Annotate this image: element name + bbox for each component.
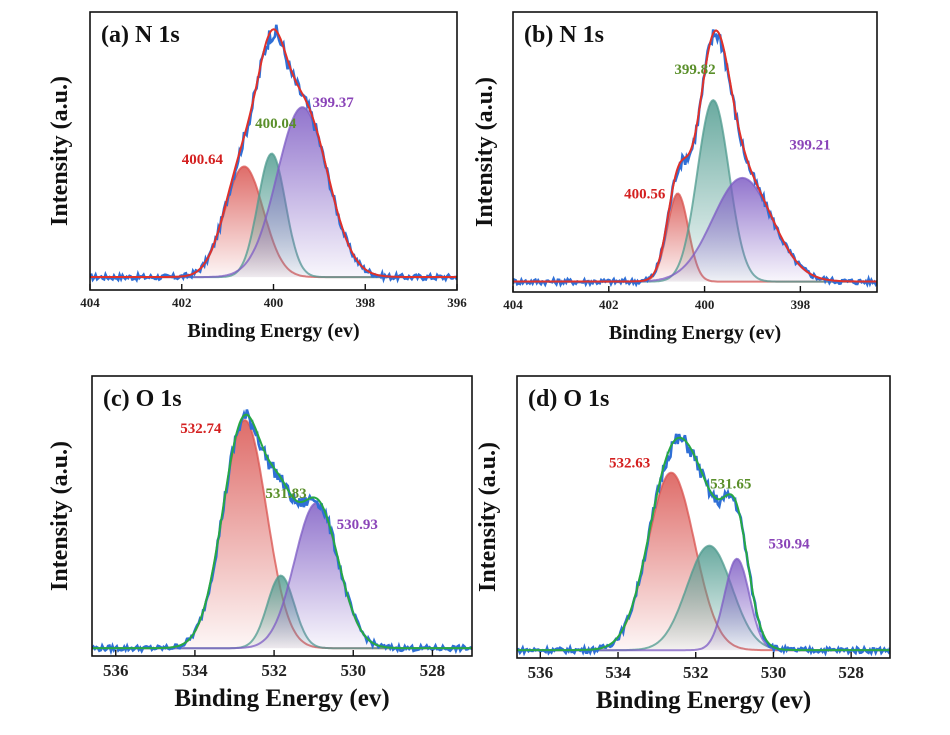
peak-label: 531.65 [710,476,751,492]
peak-label: 531.83 [265,486,306,502]
peak-label: 399.37 [313,95,355,111]
peak-label: 399.82 [674,62,715,78]
x-tick-label: 530 [341,661,367,680]
x-tick-label: 398 [356,295,376,310]
x-tick-label: 402 [172,295,192,310]
x-axis-label: Binding Energy (ev) [174,685,389,712]
envelope-fit [517,436,890,652]
x-tick-label: 532 [261,661,287,680]
x-tick-label: 536 [528,663,554,682]
plot-frame [516,375,891,659]
envelope-fit [513,29,877,283]
x-tick-label: 528 [420,661,446,680]
x-tick-label: 534 [182,661,208,680]
peak-label: 399.21 [789,137,830,153]
panel-title: (b) N 1s [524,22,604,48]
x-tick-label: 536 [103,661,129,680]
x-axis-label: Binding Energy (ev) [609,322,781,344]
peak-fill-399.21 [513,177,877,282]
plot-frame [91,375,473,657]
plot-area [517,433,890,657]
x-tick-label: 404 [80,295,100,310]
x-tick-label: 528 [838,663,864,682]
peak-label: 532.74 [180,421,222,437]
peak-fill-530.93 [92,503,472,649]
x-tick-label: 400 [264,295,284,310]
y-axis-label: Intensity (a.u.) [472,77,498,227]
plot-area [90,24,457,284]
plot-area [92,409,472,656]
plot-area [513,29,877,288]
x-tick-label: 532 [683,663,709,682]
panel-b: 404 402 400 398 Binding Energy (ev) Intensity… [472,11,878,344]
peak-label: 400.56 [624,187,666,203]
x-tick-label: 534 [605,663,631,682]
y-axis-label: Intensity (a.u.) [47,441,73,591]
peak-label: 530.94 [768,536,810,552]
y-axis-label: Intensity (a.u.) [47,76,73,226]
y-axis-label: Intensity (a.u.) [475,442,501,592]
envelope-fit [92,413,472,650]
x-tick-label: 530 [761,663,787,682]
x-axis-label: Binding Energy (ev) [596,687,811,714]
x-tick-label: 404 [503,297,523,312]
panel-a: 404 402 400 398 396 Binding Energy (ev) Intens… [47,11,467,342]
x-axis-label: Binding Energy (ev) [187,320,359,342]
x-tick-label: 398 [791,297,811,312]
peak-label: 400.04 [255,116,297,132]
peak-label: 532.63 [609,455,650,471]
panel-title: (a) N 1s [101,22,180,48]
envelope-fit [90,28,457,278]
x-tick-label: 402 [599,297,619,312]
measured-curve [513,29,877,288]
panel-c: 536 534 532 530 528 Binding Energy (ev) Intens… [47,375,473,712]
peak-fill-531.65 [517,545,890,651]
x-tick-label: 396 [447,295,467,310]
peak-label: 400.64 [182,152,224,168]
peak-label: 530.93 [337,517,378,533]
panel-d: 536 534 532 530 528 Binding Energy (ev) Intens… [475,375,891,714]
x-tick-label: 400 [695,297,715,312]
plot-frame [512,11,878,293]
panel-title: (c) O 1s [103,386,182,412]
panel-title: (d) O 1s [528,386,609,412]
